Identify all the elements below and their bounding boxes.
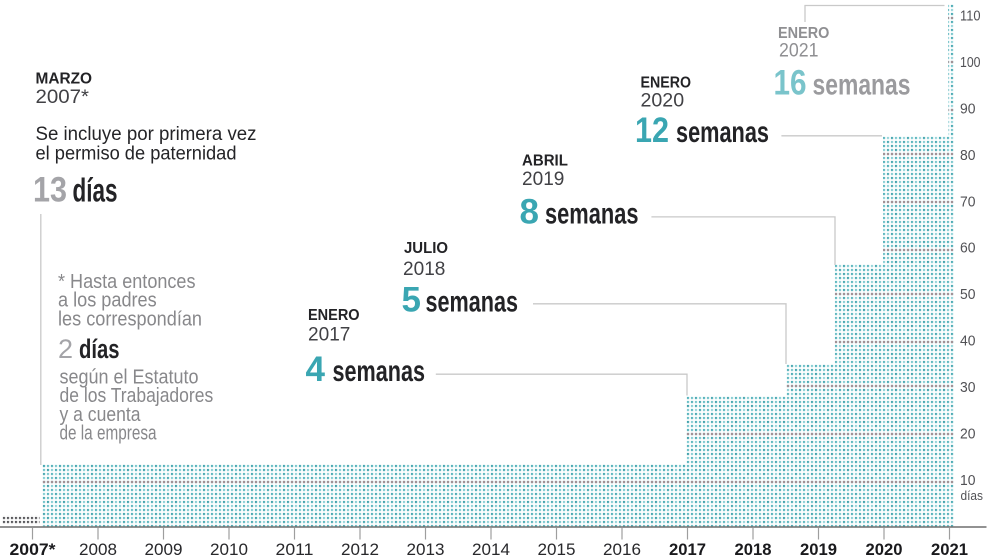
svg-text:70: 70	[960, 194, 976, 210]
svg-text:semanas: semanas	[676, 116, 769, 149]
svg-text:2014: 2014	[472, 541, 510, 556]
svg-text:50: 50	[960, 287, 976, 303]
svg-text:de los Trabajadores: de los Trabajadores	[60, 385, 214, 407]
svg-text:8: 8	[520, 193, 539, 232]
svg-text:30: 30	[960, 380, 976, 396]
svg-text:2020: 2020	[866, 541, 903, 556]
svg-text:2: 2	[58, 334, 73, 364]
svg-text:el permiso de paternidad: el permiso de paternidad	[36, 144, 237, 165]
svg-text:ENERO: ENERO	[641, 74, 692, 91]
svg-text:2007*: 2007*	[10, 541, 57, 556]
svg-text:semanas: semanas	[813, 69, 911, 102]
svg-text:ABRIL: ABRIL	[522, 152, 568, 169]
svg-text:100: 100	[960, 55, 981, 71]
svg-text:80: 80	[960, 148, 976, 164]
svg-text:semanas: semanas	[333, 355, 426, 388]
svg-text:110: 110	[960, 9, 981, 25]
svg-text:2020: 2020	[641, 89, 685, 111]
svg-text:12: 12	[635, 111, 669, 150]
svg-text:días: días	[961, 488, 984, 503]
svg-text:2019: 2019	[522, 168, 564, 190]
svg-text:semanas: semanas	[426, 286, 519, 319]
svg-text:4: 4	[306, 350, 326, 389]
svg-text:10: 10	[960, 473, 976, 489]
svg-text:Se incluye por primera vez: Se incluye por primera vez	[36, 124, 257, 145]
svg-text:MARZO: MARZO	[36, 71, 93, 88]
svg-text:2017: 2017	[308, 324, 350, 346]
svg-text:20: 20	[960, 426, 976, 442]
svg-text:a los padres: a los padres	[58, 290, 157, 312]
svg-text:60: 60	[960, 241, 976, 257]
svg-text:2018: 2018	[735, 541, 772, 556]
svg-text:ENERO: ENERO	[778, 25, 829, 42]
svg-text:2009: 2009	[145, 541, 183, 556]
svg-text:les correspondían: les correspondían	[58, 308, 202, 330]
svg-text:2013: 2013	[407, 541, 445, 556]
svg-text:días: días	[79, 334, 120, 364]
svg-text:ENERO: ENERO	[308, 307, 360, 324]
svg-text:JULIO: JULIO	[404, 240, 448, 257]
svg-text:13: 13	[33, 171, 67, 210]
svg-text:40: 40	[960, 334, 976, 350]
svg-text:2016: 2016	[603, 541, 641, 556]
svg-text:90: 90	[960, 101, 976, 117]
svg-text:5: 5	[402, 281, 421, 320]
svg-text:* Hasta entonces: * Hasta entonces	[58, 271, 196, 293]
svg-text:según el Estatuto: según el Estatuto	[60, 367, 199, 389]
svg-text:2018: 2018	[403, 258, 445, 280]
svg-text:2021: 2021	[779, 40, 819, 62]
svg-text:de la empresa: de la empresa	[60, 423, 158, 445]
svg-text:2017: 2017	[669, 541, 706, 556]
svg-text:16: 16	[774, 64, 807, 103]
svg-text:2008: 2008	[79, 541, 117, 556]
svg-text:2007*: 2007*	[36, 86, 90, 108]
svg-text:2015: 2015	[538, 541, 576, 556]
svg-text:2019: 2019	[800, 541, 837, 556]
svg-text:semanas: semanas	[545, 198, 639, 231]
svg-text:2012: 2012	[341, 541, 379, 556]
svg-text:2010: 2010	[210, 541, 248, 556]
svg-text:2011: 2011	[276, 541, 314, 556]
svg-text:días: días	[73, 172, 118, 209]
svg-text:2021: 2021	[931, 541, 968, 556]
svg-text:y a cuenta: y a cuenta	[60, 404, 142, 426]
